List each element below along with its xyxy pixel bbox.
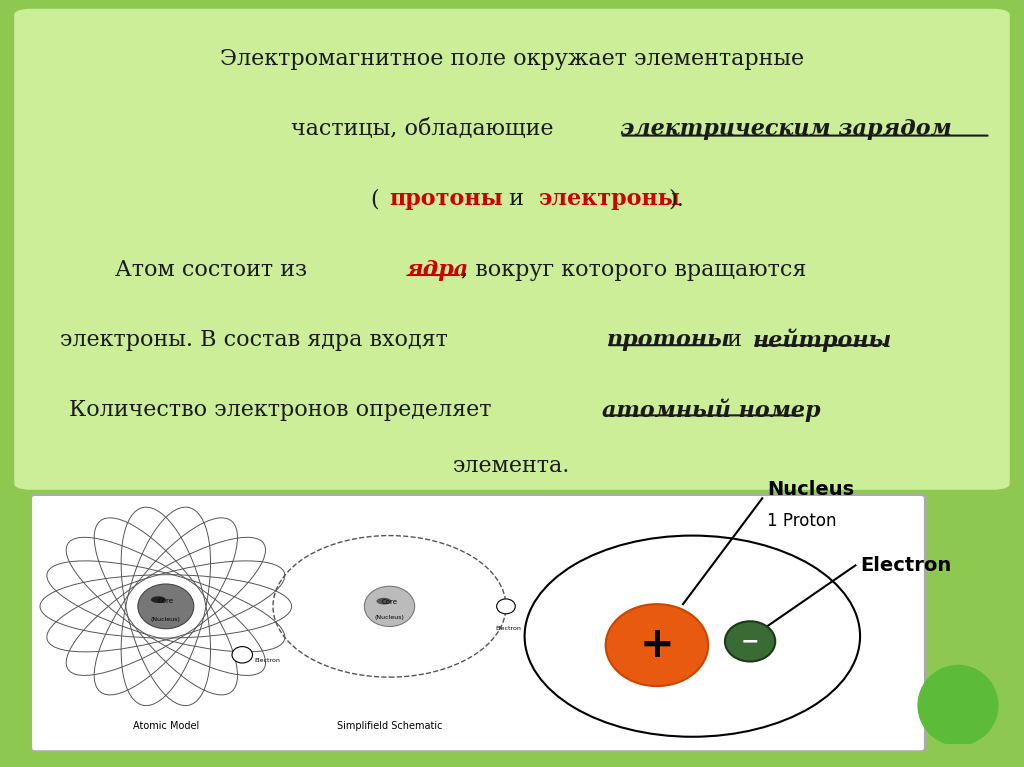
Text: −: − [740, 631, 760, 651]
Text: Electron: Electron [860, 556, 951, 575]
Text: Nucleus: Nucleus [767, 480, 854, 499]
Text: протоны: протоны [606, 329, 730, 351]
Ellipse shape [377, 597, 391, 604]
FancyBboxPatch shape [11, 6, 1013, 492]
Circle shape [918, 665, 998, 746]
Text: 1 Proton: 1 Proton [767, 512, 837, 530]
Circle shape [497, 599, 515, 614]
Circle shape [138, 584, 194, 629]
Text: атомный номер: атомный номер [602, 399, 821, 423]
Text: и: и [720, 329, 749, 351]
Text: .: . [880, 329, 887, 351]
Text: и: и [503, 189, 531, 210]
Text: , вокруг которого вращаются: , вокруг которого вращаются [461, 258, 806, 281]
FancyBboxPatch shape [31, 495, 926, 752]
Text: Core: Core [158, 598, 174, 604]
Text: Электромагнитное поле окружает элементарные: Электромагнитное поле окружает элементар… [220, 48, 804, 70]
Circle shape [232, 647, 253, 663]
Circle shape [365, 586, 415, 627]
Text: (: ( [371, 189, 379, 210]
Text: ядра: ядра [407, 258, 469, 281]
Text: электроны: электроны [538, 189, 680, 210]
Text: (Nucleus): (Nucleus) [151, 617, 181, 622]
Text: протоны: протоны [389, 189, 503, 210]
Text: +: + [640, 624, 674, 666]
Text: Core: Core [382, 599, 397, 605]
Text: (Nucleus): (Nucleus) [375, 615, 404, 620]
Ellipse shape [151, 596, 166, 603]
Circle shape [725, 621, 775, 661]
Text: Simplifield Schematic: Simplifield Schematic [337, 721, 442, 731]
Text: электрическим зарядом: электрическим зарядом [620, 118, 951, 140]
Text: Atomic Model: Atomic Model [133, 721, 199, 731]
Text: элемента.: элемента. [454, 455, 570, 477]
Circle shape [605, 604, 709, 686]
Text: нейтроны: нейтроны [753, 329, 892, 352]
Text: Electron: Electron [495, 626, 521, 630]
Text: ).: ). [668, 189, 684, 210]
Text: Количество электронов определяет: Количество электронов определяет [70, 399, 499, 421]
Text: частицы, обладающие: частицы, обладающие [291, 118, 560, 140]
Text: Атом состоит из: Атом состоит из [116, 258, 314, 281]
Text: Electron: Electron [254, 658, 281, 663]
Text: электроны. В состав ядра входят: электроны. В состав ядра входят [59, 329, 455, 351]
